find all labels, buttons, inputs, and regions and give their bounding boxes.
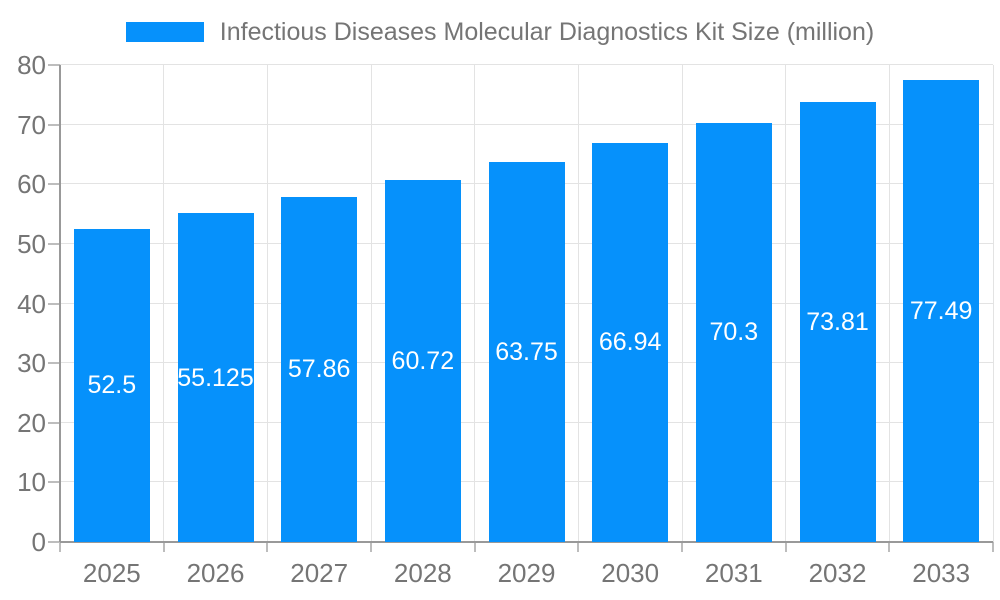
gridline-vertical	[370, 65, 372, 542]
bar: 66.94	[592, 142, 669, 542]
x-tick	[473, 542, 476, 552]
bar: 70.3	[695, 122, 772, 542]
x-tick	[992, 542, 994, 552]
gridline-vertical	[266, 65, 268, 542]
gridline-vertical	[474, 65, 476, 542]
gridline-vertical	[888, 65, 890, 542]
x-tick	[681, 542, 683, 552]
bar-value-label: 60.72	[391, 346, 455, 375]
x-tick	[59, 542, 61, 552]
x-axis-tick-label: 2032	[808, 558, 867, 588]
y-axis-line	[59, 65, 61, 542]
y-tick	[48, 242, 60, 245]
y-axis-tick-label: 20	[17, 407, 46, 438]
y-tick	[48, 64, 60, 66]
x-axis-tick-label: 2025	[82, 558, 141, 588]
gridline-horizontal	[60, 64, 993, 65]
bar: 63.75	[488, 161, 565, 542]
bar-value-label: 73.81	[806, 307, 869, 336]
bar-value-label: 66.94	[598, 328, 662, 357]
x-tick	[784, 542, 787, 552]
y-tick	[48, 302, 60, 305]
y-tick	[48, 421, 60, 424]
bar-value-label: 63.75	[495, 337, 558, 366]
x-axis-tick-label: 2028	[393, 558, 452, 588]
bar-value-label: 52.5	[87, 371, 137, 400]
x-tick	[577, 542, 580, 552]
bar: 57.86	[281, 197, 358, 542]
bar: 60.72	[384, 179, 461, 542]
x-axis-tick-label: 2029	[497, 558, 556, 588]
bar-value-label: 55.125	[177, 363, 254, 392]
y-axis-tick-label: 0	[31, 527, 46, 557]
plot-area: 52.5 55.125 57.86 60.72 63.75 66.94 70.3 73.81 7…	[48, 64, 994, 552]
x-tick	[888, 542, 891, 552]
x-axis-tick-label: 2026	[186, 558, 245, 588]
bar-value-label: 57.86	[287, 355, 351, 384]
legend-swatch	[125, 22, 204, 42]
gridline-vertical	[992, 65, 994, 542]
bar: 73.81	[799, 101, 876, 542]
y-axis-tick-label: 30	[17, 348, 46, 379]
bar-value-label: 70.3	[709, 318, 759, 347]
gridline-vertical	[681, 65, 683, 542]
y-axis-tick-label: 10	[17, 467, 46, 498]
y-tick	[48, 123, 60, 126]
bar: 55.125	[177, 213, 254, 542]
y-axis-tick-label: 60	[17, 169, 46, 200]
gridline-vertical	[785, 65, 787, 542]
y-axis-tick-label: 70	[17, 109, 46, 140]
x-axis-tick-label: 2031	[704, 558, 763, 588]
gridline-vertical	[577, 65, 579, 542]
x-tick	[370, 542, 372, 552]
x-axis-tick-label: 2033	[912, 558, 971, 588]
legend-label: Infectious Diseases Molecular Diagnostic…	[219, 18, 875, 46]
y-axis-tick-label: 40	[17, 288, 46, 319]
y-tick	[48, 541, 60, 543]
x-tick	[162, 542, 165, 552]
y-tick	[48, 362, 60, 365]
x-tick	[266, 542, 269, 552]
y-axis-tick-label: 80	[17, 50, 46, 80]
y-axis-tick-label: 50	[17, 228, 46, 259]
y-tick	[48, 481, 60, 484]
gridline-horizontal	[60, 123, 993, 125]
x-axis-line	[60, 541, 993, 543]
bar: 52.5	[73, 228, 150, 542]
x-axis-tick-label: 2030	[601, 558, 660, 588]
gridline-vertical	[163, 65, 165, 542]
x-axis-tick-label: 2027	[290, 558, 349, 588]
bar-value-label: 77.49	[909, 296, 973, 325]
bar: 77.49	[903, 79, 980, 542]
y-tick	[48, 183, 60, 186]
legend[interactable]: Infectious Diseases Molecular Diagnostic…	[0, 12, 1000, 52]
